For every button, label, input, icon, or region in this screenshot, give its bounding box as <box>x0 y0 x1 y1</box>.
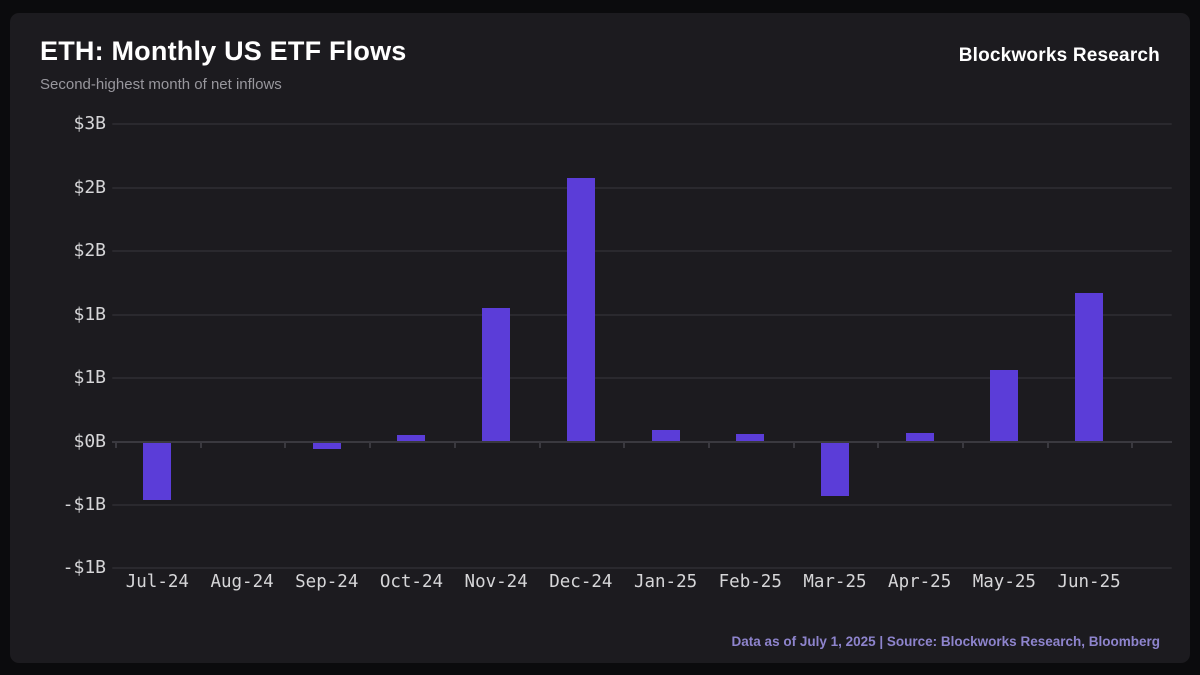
panel-background <box>10 13 1190 663</box>
x-axis-tick <box>1131 442 1134 448</box>
bar-jul-24 <box>143 443 172 501</box>
x-axis-tick <box>284 442 287 448</box>
y-axis-tick-label: $2B <box>73 240 106 262</box>
bar-nov-24 <box>482 308 511 442</box>
chart-subtitle: Second-highest month of net inflows <box>40 76 282 93</box>
x-axis-tick <box>792 442 795 448</box>
x-axis-tick-label: Nov-24 <box>464 572 528 592</box>
x-axis-tick <box>877 442 880 448</box>
bar-may-25 <box>990 370 1019 442</box>
bar-feb-25 <box>736 433 765 442</box>
page-title: ETH: Monthly US ETF Flows <box>40 36 407 66</box>
bar-dec-24 <box>566 177 595 442</box>
x-axis-tick-label: Jul-24 <box>125 572 189 592</box>
bar-oct-24 <box>397 435 426 442</box>
x-axis-tick <box>962 442 964 448</box>
y-axis-tick-label: $1B <box>73 303 106 325</box>
x-axis-tick <box>1046 442 1049 448</box>
gridline <box>112 503 1172 506</box>
gridline <box>112 250 1172 253</box>
x-axis-tick-label: Dec-24 <box>549 572 613 592</box>
bar-apr-25 <box>905 432 934 442</box>
bar-sep-24 <box>312 443 341 450</box>
x-axis-tick-label: Jun-25 <box>1057 572 1121 592</box>
source-note: Data as of July 1, 2025 | Source: Blockw… <box>731 634 1160 649</box>
x-axis-tick <box>623 442 626 448</box>
x-axis-tick-label: Mar-25 <box>803 572 867 592</box>
brand-wordmark: Blockworks Research <box>958 45 1160 66</box>
bar-jun-25 <box>1075 293 1104 442</box>
gridline <box>112 123 1172 126</box>
bar-jan-25 <box>651 430 680 442</box>
x-axis-tick <box>199 442 202 448</box>
x-axis-tick <box>707 442 710 448</box>
bar-mar-25 <box>820 443 849 497</box>
y-axis-tick-label: -$1B <box>62 493 106 515</box>
x-axis-tick <box>369 442 372 448</box>
gridline <box>112 377 1172 380</box>
x-axis-tick-label: Feb-25 <box>718 572 782 592</box>
x-axis-tick <box>115 442 117 448</box>
x-axis-tick <box>453 442 456 448</box>
x-axis-baseline <box>112 440 1172 443</box>
gridline <box>112 186 1172 189</box>
y-axis-tick-label: $0B <box>73 430 106 452</box>
x-axis-tick-label: Jan-25 <box>633 572 698 592</box>
gridline <box>112 567 1172 570</box>
x-axis-tick-label: Sep-24 <box>295 572 359 592</box>
x-axis-tick-label: Apr-25 <box>888 572 952 592</box>
y-axis-tick-label: -$1B <box>62 557 106 579</box>
y-axis-tick-label: $3B <box>73 113 106 135</box>
y-axis-tick-label: $1B <box>73 367 106 389</box>
x-axis-tick-label: Oct-24 <box>379 572 444 592</box>
x-axis-tick-label: Aug-24 <box>210 572 274 592</box>
y-axis-tick-label: $2B <box>73 176 106 198</box>
x-axis-tick-label: May-25 <box>972 572 1036 592</box>
gridline <box>112 313 1172 316</box>
x-axis-tick <box>538 442 541 448</box>
